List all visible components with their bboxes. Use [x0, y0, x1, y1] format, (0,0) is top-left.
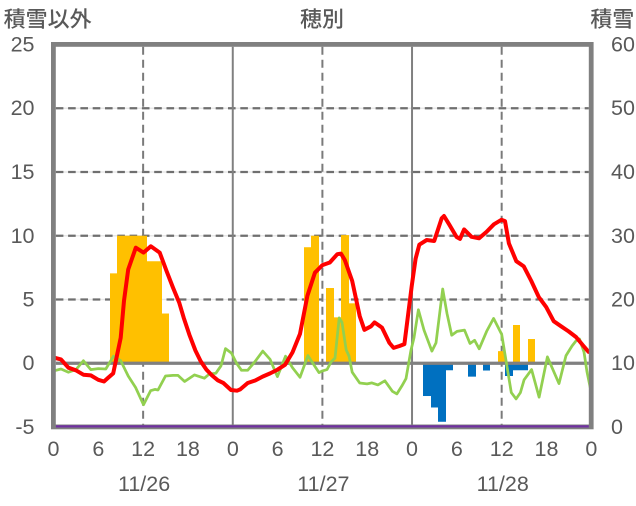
svg-text:30: 30 — [611, 224, 635, 248]
svg-text:0: 0 — [227, 437, 239, 461]
svg-text:12: 12 — [131, 437, 155, 461]
svg-text:18: 18 — [355, 437, 379, 461]
svg-text:18: 18 — [176, 437, 200, 461]
svg-text:0: 0 — [611, 415, 623, 439]
svg-text:12: 12 — [490, 437, 514, 461]
svg-text:20: 20 — [11, 96, 35, 120]
svg-text:20: 20 — [611, 288, 635, 312]
svg-text:6: 6 — [92, 437, 104, 461]
svg-text:0: 0 — [48, 437, 60, 461]
svg-text:11/26: 11/26 — [118, 472, 170, 496]
svg-text:12: 12 — [310, 437, 334, 461]
svg-text:15: 15 — [11, 160, 35, 184]
svg-text:60: 60 — [611, 33, 635, 57]
svg-text:0: 0 — [585, 437, 597, 461]
svg-text:10: 10 — [611, 351, 635, 375]
svg-text:11/28: 11/28 — [477, 472, 529, 496]
svg-text:0: 0 — [406, 437, 418, 461]
svg-text:6: 6 — [451, 437, 463, 461]
svg-text:50: 50 — [611, 96, 635, 120]
svg-text:-5: -5 — [15, 415, 34, 439]
svg-text:11/27: 11/27 — [297, 472, 349, 496]
svg-text:25: 25 — [11, 33, 35, 57]
svg-text:6: 6 — [272, 437, 284, 461]
svg-text:40: 40 — [611, 160, 635, 184]
svg-text:10: 10 — [11, 224, 35, 248]
svg-text:18: 18 — [535, 437, 559, 461]
svg-text:5: 5 — [23, 288, 35, 312]
svg-text:0: 0 — [23, 351, 35, 375]
